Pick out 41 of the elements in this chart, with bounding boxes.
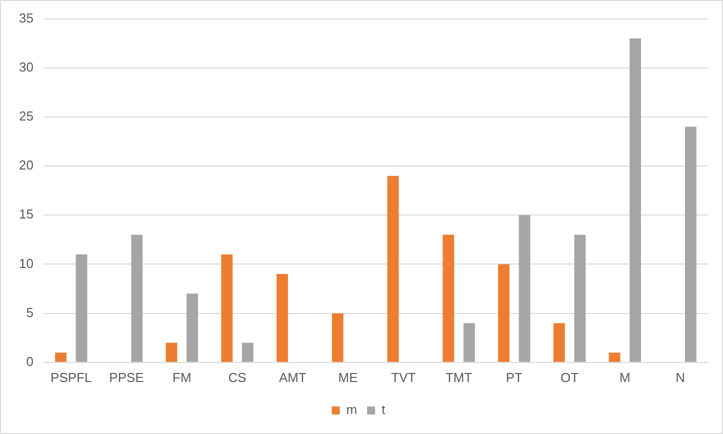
x-tick-label: PPSE [109, 370, 144, 385]
bar [55, 352, 66, 362]
y-tick-label: 35 [18, 10, 34, 26]
bar [630, 38, 642, 362]
y-tick-label: 20 [18, 158, 34, 173]
x-tick-label: AMT [278, 370, 306, 385]
x-tick-label: OT [560, 370, 579, 385]
y-tick-label: 10 [18, 256, 34, 271]
bar [276, 274, 288, 362]
x-tick-label: N [676, 370, 686, 385]
x-tick-label: PT [506, 370, 523, 385]
bar [608, 352, 620, 362]
x-tick-label: PSPFL [50, 370, 92, 385]
y-tick-label: 15 [18, 206, 34, 222]
bar [498, 264, 510, 362]
bar [518, 215, 530, 362]
x-tick-label: TVT [391, 370, 416, 385]
y-tick-label: 5 [26, 304, 34, 320]
bar [166, 342, 178, 362]
bar [684, 126, 696, 362]
x-tick-label: ME [338, 370, 358, 385]
legend-label: m [346, 402, 358, 418]
bar [221, 254, 233, 362]
y-tick-label: 30 [18, 59, 34, 74]
x-tick-label: M [620, 370, 630, 385]
bar [574, 234, 586, 362]
bar [242, 342, 254, 362]
bar [442, 234, 454, 362]
bar [186, 294, 198, 362]
bar [553, 323, 565, 362]
legend-label: t [382, 402, 386, 418]
bar [463, 323, 475, 362]
x-tick-label: TMT [445, 370, 472, 385]
x-tick-label: CS [228, 370, 247, 385]
y-tick-label: 0 [26, 354, 34, 369]
bar [332, 313, 344, 362]
bar [76, 254, 88, 362]
y-tick-label: 25 [18, 108, 34, 124]
x-tick-label: FM [172, 370, 192, 385]
bar [131, 234, 143, 362]
bar [387, 176, 399, 362]
